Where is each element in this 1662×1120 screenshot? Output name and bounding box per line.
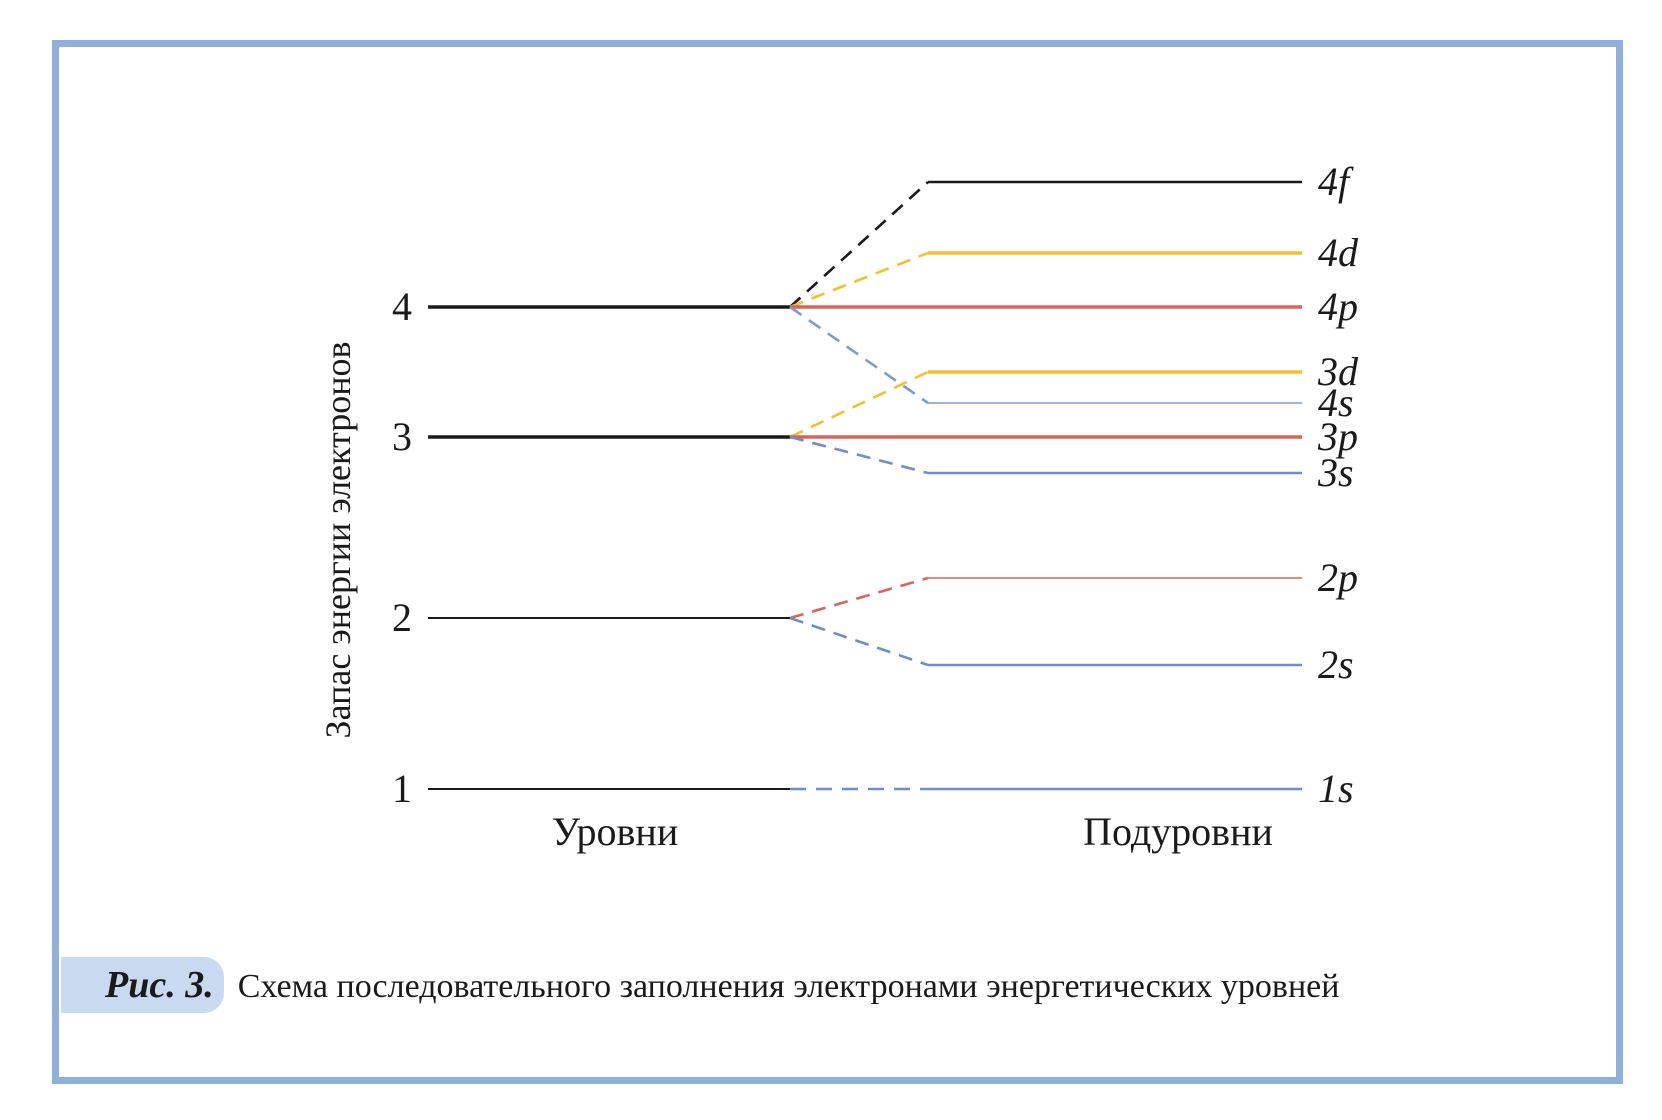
figure-caption: Рис. 3. Схема последовательного заполнени… — [61, 957, 1485, 1013]
sublevel-label-3d: 3d — [1317, 349, 1359, 394]
sublevel-label-2s: 2s — [1318, 642, 1354, 687]
connector-3s — [789, 435, 929, 475]
level-label-3: 3 — [392, 414, 412, 459]
sublevel-label-3s: 3s — [1317, 450, 1354, 495]
level-label-1: 1 — [392, 766, 412, 811]
sublevel-label-1s: 1s — [1318, 766, 1354, 811]
connector-4d — [789, 251, 929, 309]
connector-3d — [789, 370, 929, 439]
connector-2p — [789, 576, 929, 620]
figure-frame: Рис. 3. Схема последовательного заполнени… — [52, 40, 1623, 1084]
sublevel-label-4s: 4s — [1318, 380, 1354, 425]
axis-title: Запас энергии электронов — [318, 342, 358, 739]
level-label-4: 4 — [392, 284, 412, 329]
sublevel-label-4f: 4f — [1318, 159, 1354, 204]
connector-2s — [789, 616, 929, 667]
levels-column-label: Уровни — [552, 809, 679, 854]
caption-text: Схема последовательного заполнения элект… — [237, 968, 1340, 1005]
connector-4s — [789, 305, 929, 405]
sublevel-label-4p: 4p — [1318, 284, 1358, 329]
sublevel-label-2p: 2p — [1318, 555, 1358, 600]
sublevels-column-label: Подуровни — [1083, 809, 1273, 854]
connector-4f — [789, 181, 929, 308]
sublevel-label-4d: 4d — [1318, 230, 1359, 275]
sublevel-label-3p: 3p — [1317, 414, 1358, 459]
figure-label: Рис. 3. — [61, 957, 224, 1013]
level-label-2: 2 — [392, 595, 412, 640]
